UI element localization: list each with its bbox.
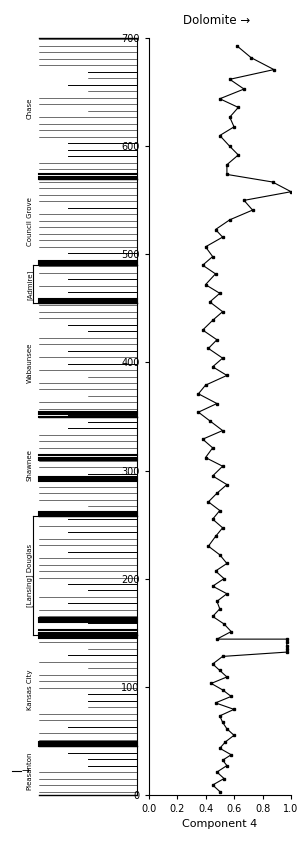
Text: [Lansing] Douglas: [Lansing] Douglas (26, 544, 33, 607)
X-axis label: Component 4: Component 4 (182, 819, 257, 830)
Text: Shawnee: Shawnee (27, 449, 33, 481)
Text: Council Grove: Council Grove (27, 197, 33, 246)
Text: →: → (21, 766, 29, 776)
Text: Pleasanton: Pleasanton (27, 751, 33, 790)
Text: Dolomite →: Dolomite → (183, 14, 250, 27)
Text: Chase: Chase (27, 98, 33, 119)
Text: [Admire]: [Admire] (26, 269, 33, 300)
Text: Wabaunsee: Wabaunsee (27, 343, 33, 382)
Text: Kansas City: Kansas City (27, 670, 33, 710)
